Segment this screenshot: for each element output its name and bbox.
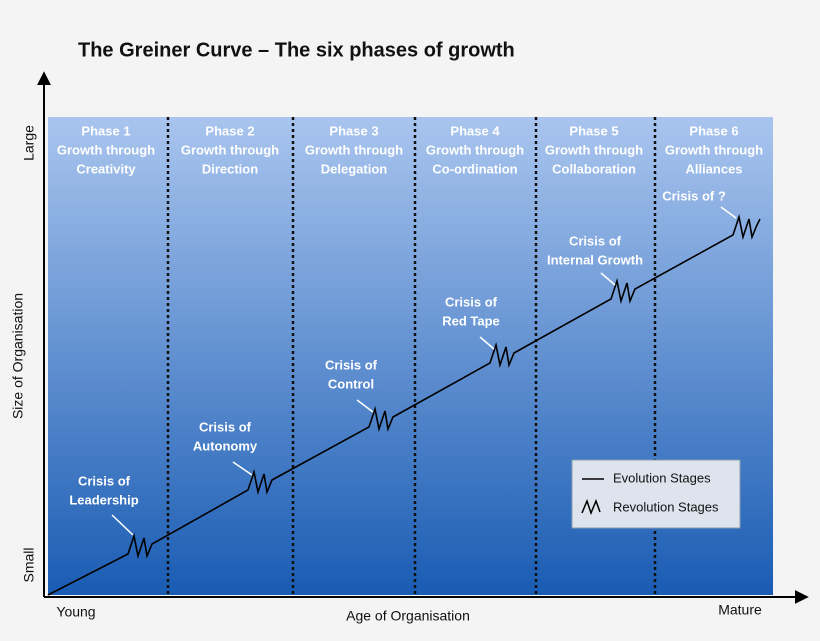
y-label: Size of Organisation [10,293,26,419]
phase-text: Alliances [685,161,742,176]
phase-text: Collaboration [552,161,636,176]
crisis-text: Crisis of [199,419,252,434]
crisis-text: Crisis of [569,233,622,248]
phase-text: Creativity [76,161,136,176]
crisis-text: Control [328,376,374,391]
y-top: Large [21,125,37,161]
crisis-pointer [479,336,495,350]
title: The Greiner Curve – The six phases of gr… [78,39,515,61]
crisis-text: Crisis of [78,473,131,488]
x-label: Age of Organisation [346,608,470,624]
crisis-text: Red Tape [442,313,500,328]
crisis-pointer [720,206,737,219]
crisis-text: Crisis of [445,294,498,309]
phases: Phase 1 Growth through Creativity Phase 2 Gr… [57,123,763,176]
crisis-text: Crisis of ? [662,188,726,203]
legend: Evolution Stages Revolution Stages [571,459,741,529]
phase-text: Delegation [321,161,388,176]
phase-text: Phase 2 [205,123,254,138]
phase-text: Growth through [57,142,155,157]
crisis-pointer [356,399,374,413]
crisis-pointer [232,461,253,476]
growth-curve [47,213,761,596]
legend-revolution: Revolution Stages [613,499,719,514]
legend-evolution: Evolution Stages [613,470,711,485]
crisis-text: Leadership [69,492,138,507]
phase-text: Phase 1 [81,123,130,138]
phase-text: Growth through [305,142,403,157]
crisis-pointer [111,514,134,536]
curve [47,213,761,596]
phase-text: Phase 5 [569,123,618,138]
y-bottom: Small [21,547,37,582]
x-left: Young [56,604,95,620]
crisis-pointer [600,272,616,286]
crises: Crisis of Leadership Crisis of Autonomy Cris… [69,188,737,536]
phase-text: Direction [202,161,258,176]
phase-text: Co-ordination [432,161,517,176]
phase-text: Growth through [545,142,643,157]
phase-text: Growth through [181,142,279,157]
phase-text: Phase 6 [689,123,738,138]
crisis-text: Internal Growth [547,252,643,267]
phase-text: Phase 3 [329,123,378,138]
legend-box [571,459,741,529]
crisis-text: Crisis of [325,357,378,372]
phase-text: Growth through [426,142,524,157]
crisis-text: Autonomy [193,438,258,453]
legend-zigzag [581,498,601,516]
x-right: Mature [718,602,762,618]
phase-text: Phase 4 [450,123,500,138]
phase-text: Growth through [665,142,763,157]
